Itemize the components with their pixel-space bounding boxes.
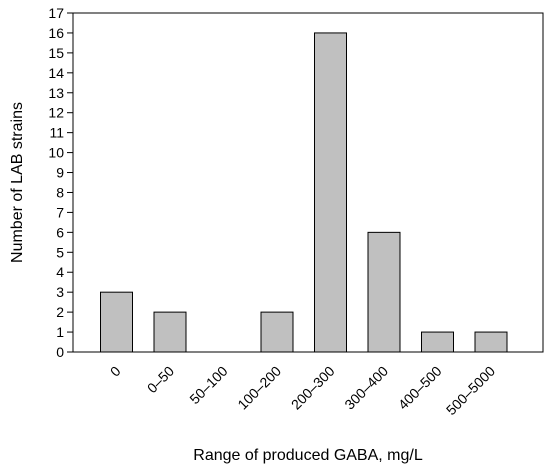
y-tick-label: 8 (56, 184, 64, 200)
y-tick-label: 13 (48, 85, 64, 101)
y-tick-label: 5 (56, 244, 64, 260)
plot-frame (72, 12, 544, 353)
x-tick-label: 300–400 (341, 363, 391, 413)
y-tick-label: 15 (48, 45, 64, 61)
y-tick-label: 4 (56, 264, 64, 280)
x-axis-title: Range of produced GABA, mg/L (193, 447, 423, 464)
y-tick-label: 17 (48, 5, 64, 21)
bars (100, 32, 508, 353)
bar (153, 311, 187, 353)
y-axis-title: Number of LAB strains (9, 102, 26, 263)
x-tick-label: 100–200 (234, 363, 284, 413)
y-tick-label: 0 (56, 344, 64, 360)
y-tick-label: 2 (56, 304, 64, 320)
x-tick-label: 0–50 (144, 363, 177, 396)
y-tick-label: 16 (48, 25, 64, 41)
y-tick-label: 7 (56, 204, 64, 220)
x-tick-label: 0 (107, 363, 124, 380)
y-tick-label: 14 (48, 65, 64, 81)
bar (367, 231, 401, 353)
x-tick-label: 400–500 (395, 363, 445, 413)
y-tick-label: 1 (56, 324, 64, 340)
bar (100, 291, 133, 353)
y-tick-label: 11 (49, 125, 64, 141)
y-tick-label: 10 (48, 145, 64, 161)
bar (314, 32, 347, 353)
x-tick-label: 200–300 (288, 363, 338, 413)
x-tick-label: 50–100 (186, 363, 230, 407)
x-tick-label: 500–5000 (443, 363, 499, 419)
y-tick-label: 3 (56, 284, 64, 300)
bar (474, 331, 508, 353)
bar (421, 331, 454, 353)
bar (260, 311, 294, 353)
y-tick-label: 6 (56, 224, 64, 240)
y-tick-label: 9 (56, 165, 64, 181)
y-tick-label: 12 (48, 105, 64, 121)
x-axis-ticks: 0 0–50 50–100 100–200 200–300 300–400 400–5005… (107, 363, 498, 419)
